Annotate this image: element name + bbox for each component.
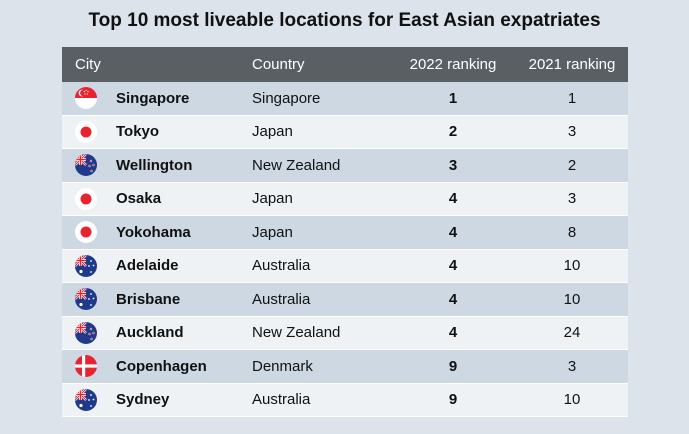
country-name: Australia: [252, 290, 311, 308]
city-name: Sydney: [116, 391, 170, 409]
table-row: Tokyo Japan 2 3: [62, 115, 628, 149]
ranking-table: City Country 2022 ranking 2021 ranking S…: [62, 47, 628, 417]
country-name: Japan: [252, 223, 293, 241]
rank-2021: 24: [563, 324, 581, 342]
country-name: New Zealand: [252, 324, 341, 342]
rank-2022: 4: [448, 190, 458, 208]
japan-flag-icon: [75, 187, 97, 210]
rank-2021: 10: [563, 257, 581, 275]
table-row: Sydney Australia 9 10: [62, 383, 628, 417]
table-row: Wellington New Zealand 3 2: [62, 149, 628, 183]
rank-2022: 1: [448, 89, 458, 107]
australia-flag-icon: [75, 254, 97, 277]
australia-flag-icon: [75, 388, 97, 411]
new-zealand-flag-icon: [75, 321, 97, 344]
table-header: City Country 2022 ranking 2021 ranking: [62, 47, 628, 82]
table-row: Brisbane Australia 4 10: [62, 283, 628, 317]
rank-2021: 1: [567, 89, 577, 107]
rank-2021: 10: [563, 290, 581, 308]
rank-2022: 4: [448, 223, 458, 241]
country-name: Singapore: [252, 89, 321, 107]
table-row: Osaka Japan 4 3: [62, 182, 628, 216]
japan-flag-icon: [75, 221, 97, 244]
page-title: Top 10 most liveable locations for East …: [88, 10, 601, 31]
rank-2022: 4: [448, 324, 458, 342]
australia-flag-icon: [75, 288, 97, 311]
japan-flag-icon: [75, 120, 97, 143]
table-row: Yokohama Japan 4 8: [62, 216, 628, 250]
city-name: Yokohama: [116, 223, 191, 241]
header-city: City: [75, 56, 101, 73]
new-zealand-flag-icon: [75, 154, 97, 177]
rank-2022: 9: [448, 391, 458, 409]
rank-2021: 3: [567, 357, 577, 375]
rank-2021: 8: [567, 223, 577, 241]
city-name: Tokyo: [116, 123, 160, 141]
rank-2021: 3: [567, 123, 577, 141]
table-row: Singapore Singapore 1 1: [62, 82, 628, 116]
rank-2021: 3: [567, 190, 577, 208]
city-name: Wellington: [116, 156, 193, 174]
country-name: Japan: [252, 190, 293, 208]
singapore-flag-icon: [75, 87, 97, 110]
city-name: Auckland: [116, 324, 184, 342]
country-name: New Zealand: [252, 156, 341, 174]
country-name: Australia: [252, 257, 311, 275]
city-name: Brisbane: [116, 290, 181, 308]
rank-2022: 3: [448, 156, 458, 174]
country-name: Japan: [252, 123, 293, 141]
rank-2022: 4: [448, 290, 458, 308]
city-name: Copenhagen: [116, 357, 207, 375]
header-2021-ranking: 2021 ranking: [528, 56, 616, 73]
rank-2022: 4: [448, 257, 458, 275]
denmark-flag-icon: [75, 355, 97, 378]
rank-2022: 2: [448, 123, 458, 141]
table-row: Copenhagen Denmark 9 3: [62, 350, 628, 384]
header-country: Country: [252, 56, 305, 73]
city-name: Adelaide: [116, 257, 179, 275]
table-row: Adelaide Australia 4 10: [62, 249, 628, 283]
country-name: Denmark: [252, 357, 313, 375]
city-name: Singapore: [116, 89, 190, 107]
city-name: Osaka: [116, 190, 162, 208]
rank-2021: 10: [563, 391, 581, 409]
table-row: Auckland New Zealand 4 24: [62, 316, 628, 350]
rank-2021: 2: [567, 156, 577, 174]
country-name: Australia: [252, 391, 311, 409]
header-2022-ranking: 2022 ranking: [409, 56, 497, 73]
rank-2022: 9: [448, 357, 458, 375]
